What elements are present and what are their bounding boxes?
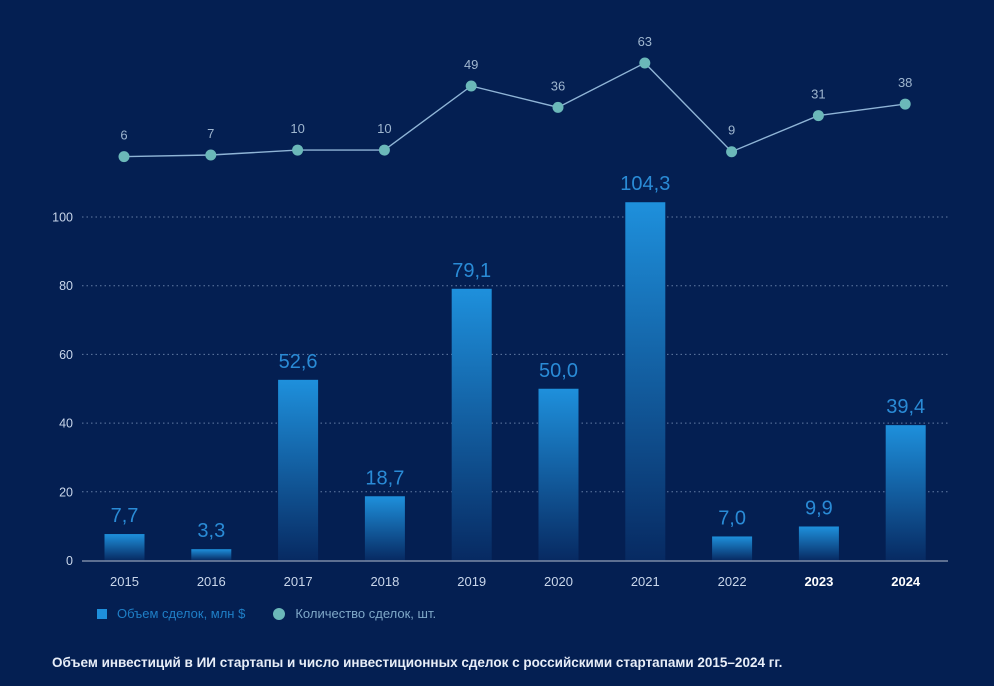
bar [278,379,319,561]
y-tick-label: 0 [66,554,73,568]
bar-value-label: 104,3 [620,173,670,195]
line-value-label: 49 [464,57,478,72]
line-point [899,98,911,110]
bar-value-label: 52,6 [279,351,318,373]
line-point [639,57,651,69]
x-axis-ticks: 2015 2016 2017 2018 2019 2020 2021 2022 2023 2024 [110,574,921,589]
line-value-label: 36 [551,78,565,93]
x-tick-label: 2023 [804,574,833,589]
x-tick-label: 2017 [284,574,313,589]
x-tick-label: 2016 [197,574,226,589]
y-tick-label: 40 [59,417,73,431]
bar [364,496,405,561]
line-value-label: 10 [377,121,391,136]
line-point [378,144,390,156]
bars [104,202,926,561]
line-value-label: 31 [811,87,825,102]
y-tick-label: 20 [59,485,73,499]
gridlines [82,216,948,493]
bar-value-label: 79,1 [452,260,491,282]
y-tick-label: 60 [59,348,73,362]
legend-dot-icon [273,607,286,620]
line-point [552,101,564,113]
y-axis-ticks: 0 20 40 60 80 100 [52,211,73,569]
legend: Объем сделок, млн $ Количество сделок, ш… [97,606,464,621]
legend-square-icon [97,608,107,619]
x-tick-label: 2020 [544,574,573,589]
line-value-label: 6 [120,128,127,143]
line-point [205,149,217,161]
x-tick-label: 2015 [110,574,139,589]
bar-value-label: 39,4 [886,396,925,418]
x-tick-label: 2018 [370,574,399,589]
legend-item-volume: Объем сделок, млн $ [97,606,245,621]
line-value-label: 10 [290,121,304,136]
bar [104,534,145,561]
line-value-label: 38 [898,75,912,90]
legend-label-volume: Объем сделок, млн $ [117,606,246,621]
bar [538,388,579,561]
y-tick-label: 100 [52,211,73,225]
bar [451,288,492,561]
line-value-label: 7 [207,126,214,141]
line-point [118,151,130,163]
legend-item-count: Количество сделок, шт. [273,606,436,621]
bar [625,202,666,561]
bar-value-label: 9,9 [805,497,833,519]
bar-value-label: 3,3 [197,520,225,542]
bar [191,549,232,561]
x-tick-label: 2024 [891,574,921,589]
bar-value-label: 7,0 [718,507,746,529]
bar-value-label: 18,7 [365,467,404,489]
combo-chart: 0 20 40 60 80 100 7,7 3,3 52,6 18,7 79,1 50,0 104,3… [52,34,948,589]
bar-labels: 7,7 3,3 52,6 18,7 79,1 50,0 104,3 7,0 9,9 39,4 [111,173,926,542]
line-value-label: 63 [638,34,652,49]
x-tick-label: 2022 [718,574,747,589]
line-value-label: 9 [728,123,735,138]
line-point [812,110,824,122]
line-point [465,80,477,92]
legend-label-count: Количество сделок, шт. [295,606,437,621]
x-tick-label: 2021 [631,574,660,589]
line-path [123,62,906,158]
bar-value-label: 7,7 [111,505,139,527]
deal-count-line: 6 7 10 10 49 36 63 9 31 38 [118,34,912,163]
bar [712,536,753,561]
chart-caption: Объем инвестиций в ИИ стартапы и число и… [52,655,783,670]
y-tick-label: 80 [59,279,73,293]
x-tick-label: 2019 [457,574,486,589]
bar-value-label: 50,0 [539,360,578,382]
bar [798,526,839,561]
bar [885,425,926,561]
line-point [292,144,304,156]
line-point [726,146,738,158]
